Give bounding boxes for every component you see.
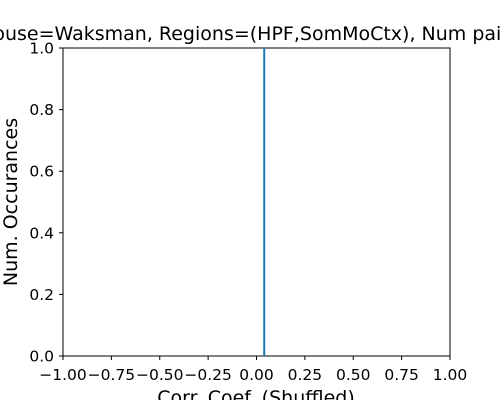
y-tick-label: 0.8 <box>29 101 54 119</box>
x-ticks: −1.00 −0.75 −0.50 −0.25 0.00 0.25 0.50 0.75 1.00 <box>39 356 467 384</box>
x-tick-label: 0.25 <box>288 366 323 384</box>
y-tick-label: 0.0 <box>29 348 54 366</box>
y-ticks: 0.0 0.2 0.4 0.6 0.8 1.0 <box>29 40 63 366</box>
x-tick-label: −0.50 <box>136 366 184 384</box>
x-axis-label: Corr. Coef. (Shuffled) <box>157 387 355 400</box>
plot-frame <box>62 47 451 357</box>
plot-area: −1.00 −0.75 −0.50 −0.25 0.00 0.25 0.50 0.75 1.00… <box>29 40 467 385</box>
x-tick-label: −0.25 <box>184 366 232 384</box>
x-tick-label: 1.00 <box>433 366 468 384</box>
x-tick-label: 0.00 <box>239 366 274 384</box>
x-tick-label: −0.75 <box>88 366 136 384</box>
y-tick-label: 1.0 <box>29 40 54 58</box>
y-tick-label: 0.4 <box>29 224 54 242</box>
x-tick-label: 0.75 <box>384 366 419 384</box>
x-tick-label: 0.50 <box>336 366 371 384</box>
y-tick-label: 0.2 <box>29 286 54 304</box>
y-axis-label: Num. Occurances <box>0 118 22 286</box>
x-tick-label: −1.00 <box>39 366 87 384</box>
y-tick-label: 0.6 <box>29 163 54 181</box>
chart-title: Mouse=Waksman, Regions=(HPF,SomMoCtx), N… <box>0 23 500 45</box>
